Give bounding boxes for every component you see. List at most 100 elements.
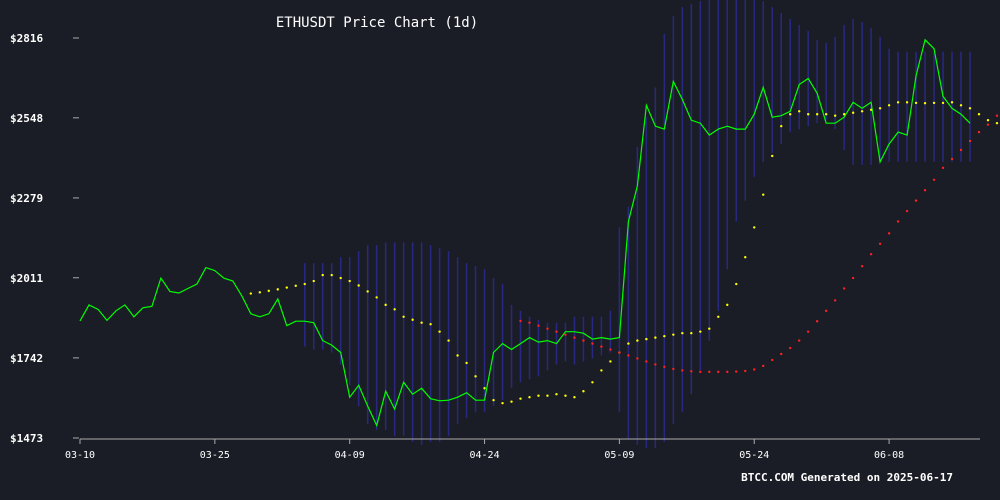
series-point-ma_long <box>636 357 639 360</box>
series-point-ma_short <box>429 323 432 326</box>
series-point-ma_short <box>995 121 999 125</box>
series-point-ma_long <box>726 370 729 374</box>
series-point-ma_long <box>609 348 612 351</box>
series-point-ma_short <box>591 381 594 384</box>
series-point-ma_short <box>923 102 927 105</box>
series-point-ma_short <box>762 193 765 196</box>
series-point-ma_long <box>762 364 765 368</box>
series-point-ma_short <box>815 113 819 116</box>
series-point-ma_long <box>789 346 792 350</box>
series-layer <box>79 38 999 428</box>
series-point-ma_long <box>717 370 720 374</box>
series-point-ma_long <box>690 370 693 373</box>
series-point-ma_short <box>726 303 729 307</box>
series-point-ma_short <box>636 339 639 342</box>
series-point-ma_long <box>887 232 891 235</box>
series-point-ma_short <box>267 289 270 293</box>
series-point-ma_short <box>959 104 963 107</box>
series-point-ma_short <box>249 292 253 295</box>
series-point-ma_short <box>609 360 612 363</box>
y-tick-label: $2816 <box>10 32 43 45</box>
series-point-ma_long <box>923 188 927 192</box>
series-point-ma_short <box>744 256 747 259</box>
series-point-ma_long <box>663 365 666 369</box>
series-point-ma_short <box>258 291 261 294</box>
series-point-ma_short <box>357 284 360 287</box>
series-point-ma_short <box>501 401 504 405</box>
series-point-ma_short <box>645 337 648 341</box>
series-point-ma_short <box>977 113 981 116</box>
series-point-ma_short <box>447 339 450 342</box>
series-point-ma_long <box>842 287 846 290</box>
series-point-ma_short <box>519 397 522 400</box>
series-point-ma_long <box>833 299 837 302</box>
series-point-ma_long <box>806 330 810 333</box>
x-tick-label: 05-24 <box>739 450 769 461</box>
series-point-ma_short <box>887 104 891 107</box>
series-point-ma_long <box>573 336 576 339</box>
chart-title: ETHUSDT Price Chart (1d) <box>276 15 478 31</box>
series-point-ma_short <box>582 390 585 393</box>
series-point-ma_long <box>950 157 954 161</box>
series-point-ma_short <box>375 296 378 299</box>
series-point-ma_long <box>546 327 549 330</box>
x-tick-label: 04-24 <box>469 450 499 461</box>
series-point-ma_short <box>339 276 342 280</box>
series-point-ma_long <box>744 369 747 373</box>
y-tick-label: $2548 <box>10 112 43 125</box>
series-point-ma_short <box>681 331 684 335</box>
series-point-ma_short <box>420 321 423 324</box>
y-tick-label: $1473 <box>10 432 43 445</box>
series-point-ma_long <box>797 339 801 342</box>
series-point-ma_short <box>321 273 324 277</box>
series-point-ma_short <box>914 101 918 105</box>
series-point-ma_short <box>465 361 468 365</box>
series-point-ma_long <box>995 114 999 117</box>
series-point-ma_short <box>941 101 945 105</box>
series-point-ma_short <box>627 342 630 345</box>
series-point-ma_long <box>600 345 603 348</box>
x-tick-label: 03-10 <box>65 450 95 461</box>
series-point-ma_short <box>708 327 711 330</box>
series-point-ma_short <box>276 288 279 291</box>
series-point-ma_long <box>932 178 936 181</box>
series-point-ma_short <box>564 394 567 397</box>
series-point-ma_short <box>555 393 558 396</box>
series-point-ma_short <box>510 400 513 403</box>
volatility-band-layer <box>303 0 971 448</box>
series-point-ma_short <box>771 154 774 158</box>
series-point-ma_long <box>672 367 675 371</box>
series-point-ma_short <box>851 111 855 114</box>
series-point-ma_short <box>806 113 810 116</box>
series-point-ma_short <box>285 286 288 289</box>
series-point-ma_long <box>878 242 882 246</box>
series-point-ma_short <box>797 110 801 113</box>
x-tick-label: 03-25 <box>200 450 230 461</box>
series-point-ma_long <box>681 369 684 372</box>
series-point-ma_short <box>384 303 387 307</box>
series-point-ma_long <box>869 253 873 256</box>
series-point-ma_short <box>303 282 306 286</box>
series-point-ma_short <box>842 113 846 116</box>
series-point-ma_short <box>483 387 486 390</box>
series-point-ma_short <box>546 394 549 397</box>
series-point-ma_short <box>528 395 531 399</box>
series-point-ma_long <box>860 264 864 268</box>
series-point-ma_short <box>753 226 756 229</box>
x-tick-label: 06-08 <box>874 450 904 461</box>
series-point-ma_short <box>672 333 675 336</box>
series-line-price <box>79 38 971 428</box>
series-point-ma_long <box>914 199 918 202</box>
series-point-ma_short <box>456 354 459 357</box>
series-point-ma_long <box>771 358 774 362</box>
series-point-ma_short <box>950 101 954 104</box>
series-point-ma_long <box>618 351 621 354</box>
series-point-ma_short <box>690 331 693 335</box>
series-point-ma_long <box>555 330 558 333</box>
series-point-ma_long <box>851 276 855 280</box>
series-point-ma_long <box>824 309 828 313</box>
series-point-ma_long <box>968 139 972 143</box>
series-point-ma_short <box>366 290 369 293</box>
series-point-ma_long <box>528 321 531 324</box>
